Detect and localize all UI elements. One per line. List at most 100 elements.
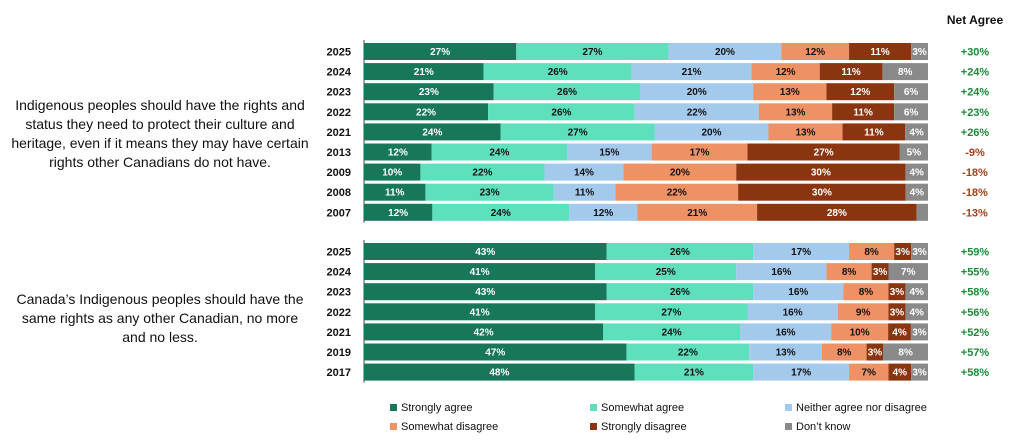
data-label: 27% <box>582 47 602 58</box>
bar-segment <box>651 143 748 161</box>
legend-item: Somewhat agree <box>590 402 684 414</box>
year-label: 2008 <box>327 187 351 199</box>
legend-swatch <box>390 404 397 411</box>
data-label: 8% <box>837 348 852 359</box>
net-agree-value: +56% <box>961 307 990 319</box>
data-label: 9% <box>856 307 871 318</box>
bar-segment <box>911 243 928 260</box>
bar-segment <box>911 43 928 60</box>
legend-label: Somewhat agree <box>601 402 684 414</box>
legend-swatch <box>590 404 597 411</box>
bar-segment <box>826 263 872 281</box>
bar-segment <box>888 323 911 341</box>
bar-segment <box>432 203 570 221</box>
bar-segment <box>488 103 635 121</box>
year-label: 2025 <box>327 247 351 259</box>
net-agree-value: +58% <box>961 367 990 379</box>
legend-item: Somewhat disagree <box>390 421 498 433</box>
data-label: 20% <box>670 168 690 179</box>
data-label: 10% <box>850 327 870 338</box>
data-label: 16% <box>788 287 808 298</box>
net-agree-value: -18% <box>962 167 988 179</box>
data-label: 8% <box>859 287 874 298</box>
data-label: 7% <box>901 267 916 278</box>
year-label: 2023 <box>327 287 351 299</box>
chart-group-2: 2025 43% 26% 17% 8% 3% 3% +59%2024 41% 25% 16% 8% 3%… <box>327 240 990 383</box>
data-label: 11% <box>575 188 595 199</box>
bar-segment <box>483 63 632 81</box>
bar-segment <box>753 83 827 101</box>
data-label: 30% <box>812 188 832 199</box>
bar-segment <box>749 343 822 361</box>
data-label: 11% <box>841 67 861 78</box>
data-label: 26% <box>670 247 690 258</box>
data-label: 24% <box>662 327 682 338</box>
bar-segment <box>634 363 754 381</box>
year-label: 2009 <box>327 167 351 179</box>
data-label: 12% <box>388 208 408 219</box>
year-label: 2024 <box>327 67 352 79</box>
data-label: 23% <box>419 87 439 98</box>
data-label: 17% <box>791 247 811 258</box>
bar-segment <box>831 323 889 341</box>
data-label: 20% <box>702 127 722 138</box>
bar-segment <box>425 183 554 201</box>
bar-segment <box>544 163 624 181</box>
bar-segment <box>364 83 494 101</box>
data-label: 41% <box>470 267 490 278</box>
data-label: 23% <box>480 188 500 199</box>
bar-segment <box>753 243 850 260</box>
bar-segment <box>738 183 906 201</box>
bar-segment <box>747 303 838 321</box>
legend-label: Don’t know <box>796 421 850 433</box>
data-label: 26% <box>670 287 690 298</box>
bar-segment <box>420 163 545 181</box>
data-label: 3% <box>912 247 927 258</box>
data-label: 43% <box>475 247 495 258</box>
bar-segment <box>905 303 928 321</box>
year-label: 2022 <box>327 107 351 119</box>
net-agree-value: +55% <box>961 267 990 279</box>
net-agree-value: +24% <box>961 67 990 79</box>
data-label: 16% <box>771 267 791 278</box>
bar-segment <box>364 63 484 81</box>
data-label: 22% <box>667 188 687 199</box>
data-label: 13% <box>785 107 805 118</box>
data-label: 14% <box>574 168 594 179</box>
bar-segment <box>637 203 758 221</box>
bar-segment <box>871 263 889 281</box>
bar-segment <box>631 63 752 81</box>
bar-segment <box>883 343 928 361</box>
year-label: 2019 <box>327 347 351 359</box>
data-label: 7% <box>862 368 877 379</box>
bar-segment <box>837 303 889 321</box>
data-label: 25% <box>656 267 676 278</box>
bar-segment <box>603 323 740 341</box>
bar-segment <box>866 343 884 361</box>
bar-segment <box>364 363 635 381</box>
bar-segment <box>364 183 426 201</box>
bar-segment <box>842 123 906 141</box>
data-label: 21% <box>414 67 434 78</box>
legend-label: Strongly agree <box>401 402 473 414</box>
bar-segment <box>567 143 652 161</box>
year-label: 2007 <box>327 207 351 219</box>
data-label: 8% <box>898 67 913 78</box>
data-label: 17% <box>791 368 811 379</box>
year-label: 2025 <box>327 47 351 59</box>
data-label: 11% <box>864 127 884 138</box>
data-label: 43% <box>475 287 495 298</box>
bar-segment <box>668 43 782 60</box>
bar-segment <box>843 283 889 301</box>
bar-segment <box>626 343 750 361</box>
data-label: 4% <box>892 327 907 338</box>
data-label: 27% <box>814 148 834 159</box>
bar-segment <box>821 343 867 361</box>
data-label: 24% <box>422 127 442 138</box>
bars-layer: 2025 27% 27% 20% 12% 11% 3% +30% 2024 21% 26% 21% 12… <box>327 40 990 383</box>
data-label: 5% <box>907 148 922 159</box>
bar-segment <box>364 123 501 141</box>
net-agree-value: +52% <box>961 327 990 339</box>
question-2-text: Canada’s Indigenous peoples should have … <box>16 291 304 345</box>
